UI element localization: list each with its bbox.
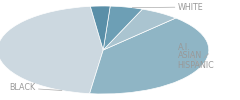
Text: WHITE: WHITE — [132, 2, 203, 12]
Text: ASIAN: ASIAN — [178, 52, 205, 61]
Wedge shape — [0, 6, 103, 94]
Wedge shape — [90, 6, 110, 50]
Text: HISPANIC: HISPANIC — [178, 54, 214, 70]
Wedge shape — [90, 18, 209, 94]
Wedge shape — [103, 6, 142, 50]
Wedge shape — [103, 9, 176, 50]
Text: BLACK: BLACK — [10, 84, 62, 92]
Text: A.I.: A.I. — [178, 42, 201, 66]
